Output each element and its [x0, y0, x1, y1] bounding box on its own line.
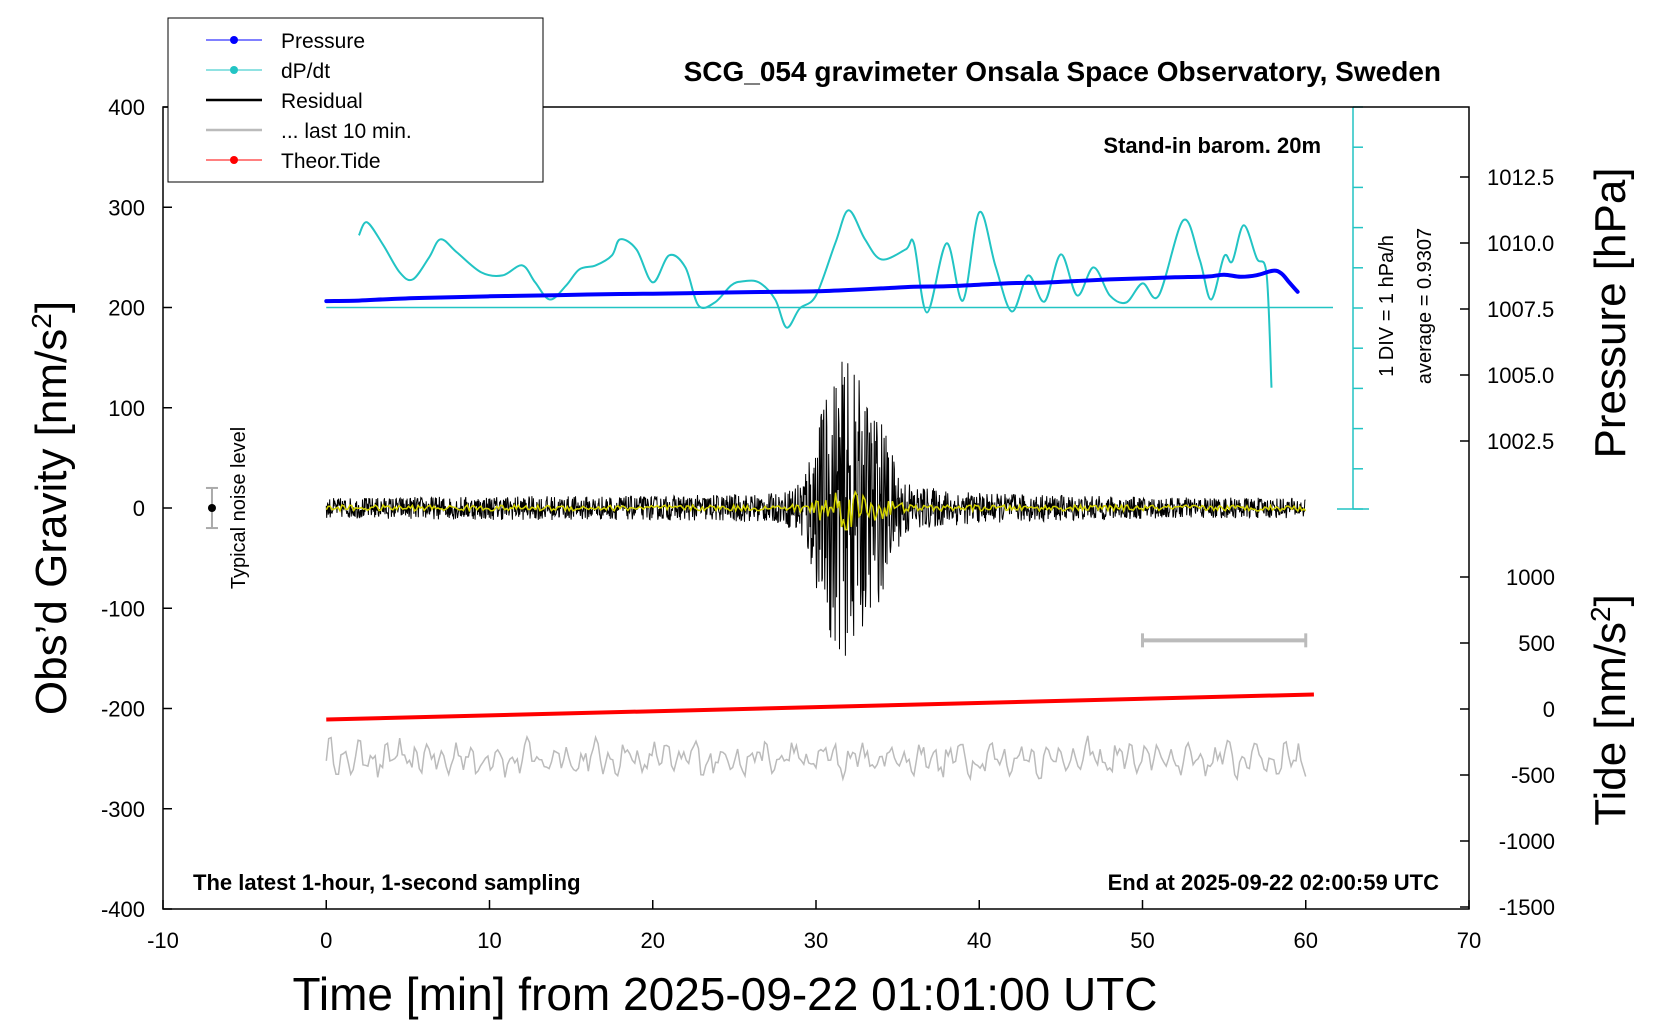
- legend-marker: [230, 156, 238, 164]
- pressure-line: [324, 268, 1300, 304]
- pressure-tick-label: 1007.5: [1487, 297, 1554, 322]
- tide-tick-label: 1000: [1506, 565, 1555, 590]
- x-tick-label: 30: [804, 928, 828, 953]
- latest-note: The latest 1-hour, 1-second sampling: [193, 870, 581, 895]
- tide-axis-title-main: Tide [nm/s: [1586, 622, 1635, 826]
- stand-in-note: Stand-in barom. 20m: [1103, 133, 1321, 158]
- y-tick-label: 300: [108, 195, 145, 220]
- legend-marker: [230, 36, 238, 44]
- filtered-residual-line: [325, 489, 1307, 531]
- legend-label-tide: Theor.Tide: [281, 150, 381, 173]
- x-tick-label: 50: [1130, 928, 1154, 953]
- tide-tick-label: -1000: [1499, 829, 1555, 854]
- legend: Pressure dP/dt Residual ... last 10 min.…: [167, 17, 544, 183]
- legend-label-last10: ... last 10 min.: [281, 120, 412, 143]
- last10-line: [325, 734, 1307, 782]
- legend-marker: [230, 66, 238, 74]
- noise-bar-dot: [207, 504, 216, 512]
- noise-level-label: Typical noise level: [228, 427, 250, 589]
- tide-tick-label: -500: [1511, 763, 1555, 788]
- y-tick-label: 200: [108, 296, 145, 321]
- tide-axis-title-sup: 2: [1585, 606, 1616, 622]
- x-axis-title: Time [min] from 2025-09-22 01:01:00 UTC: [293, 968, 1158, 1020]
- pressure-axis-title: Pressure [hPa]: [1586, 167, 1635, 458]
- tide-tick-label: 500: [1518, 631, 1555, 656]
- tide-axis-title-close: ]: [1586, 594, 1635, 606]
- y-tick-label: 0: [133, 496, 145, 521]
- pressure-tick-label: 1002.5: [1487, 429, 1554, 454]
- end-at-note: End at 2025-09-22 02:00:59 UTC: [1108, 870, 1439, 895]
- y-tick-label: 100: [108, 396, 145, 421]
- x-tick-label: -10: [147, 928, 179, 953]
- x-tick-label: 10: [477, 928, 501, 953]
- legend-label-pressure: Pressure: [281, 30, 365, 53]
- pressure-tick-label: 1012.5: [1487, 165, 1554, 190]
- tide-axis-title: Tide [nm/s2]: [1585, 594, 1636, 826]
- x-tick-label: 70: [1457, 928, 1481, 953]
- y-axis-title-main: Obs’d Gravity [nm/s: [27, 329, 76, 715]
- y-axis-title: Obs’d Gravity [nm/s2]: [26, 301, 77, 715]
- y-axis-title-sup: 2: [26, 313, 57, 329]
- y-tick-label: -100: [101, 596, 145, 621]
- x-tick-label: 60: [1294, 928, 1318, 953]
- div-note: 1 DIV = 1 hPa/h: [1376, 235, 1398, 377]
- pressure-tick-label: 1010.0: [1487, 231, 1554, 256]
- tide-line: [326, 692, 1314, 722]
- tide-tick-label: -1500: [1499, 895, 1555, 920]
- x-tick-label: 0: [320, 928, 332, 953]
- y-tick-label: -400: [101, 897, 145, 922]
- legend-label-dpdt: dP/dt: [281, 60, 330, 83]
- y-tick-label: -300: [101, 797, 145, 822]
- x-tick-label: 40: [967, 928, 991, 953]
- pressure-tick-label: 1005.0: [1487, 363, 1554, 388]
- tide-tick-label: 0: [1543, 697, 1555, 722]
- data-layer: [205, 106, 1369, 782]
- y-tick-label: 400: [108, 95, 145, 120]
- x-tick-label: 20: [641, 928, 665, 953]
- chart-title: SCG_054 gravimeter Onsala Space Observat…: [684, 56, 1441, 87]
- y-tick-label: -200: [101, 697, 145, 722]
- axes-layer: -10 0 10 20 30 40 50 60 70-400-300-200-100010020…: [101, 95, 1555, 953]
- average-note: average = 0.9307: [1414, 228, 1436, 384]
- legend-label-residual: Residual: [281, 90, 363, 113]
- y-axis-title-close: ]: [27, 301, 76, 313]
- dpdt-line: [357, 209, 1273, 388]
